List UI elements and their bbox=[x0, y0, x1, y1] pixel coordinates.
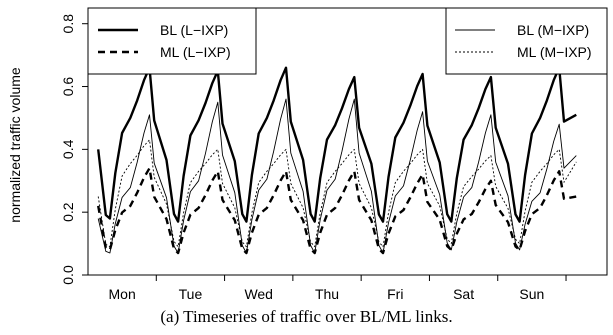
series-line bbox=[97, 66, 577, 223]
x-tick-label: Tue bbox=[179, 286, 203, 300]
legend-left: BL (L−IXP) ML (L−IXP) bbox=[87, 7, 257, 75]
y-axis-label: normalized traffic volume bbox=[7, 67, 23, 223]
x-tick-label: Fri bbox=[387, 286, 403, 300]
y-tick-label: 0.8 bbox=[60, 14, 76, 34]
series-line bbox=[97, 98, 577, 254]
y-tick-label: 0.0 bbox=[60, 265, 76, 285]
y-tick-label: 0.6 bbox=[60, 77, 76, 97]
x-tick-label: Thu bbox=[315, 286, 339, 300]
series-line bbox=[97, 167, 577, 255]
x-tick-label: Sat bbox=[453, 286, 474, 300]
series-layer bbox=[97, 66, 577, 255]
x-tick-label: Mon bbox=[109, 286, 136, 300]
x-axis: Mon Tue Wed Thu Fri Sat Sun bbox=[109, 274, 567, 300]
traffic-timeseries-chart: 0.0 0.2 0.4 0.6 0.8 Mon Tue Wed Thu Fri Sat Sun no… bbox=[7, 7, 608, 300]
legend-label: BL (L−IXP) bbox=[160, 22, 228, 38]
legend-label: ML (L−IXP) bbox=[160, 44, 231, 60]
figure-caption: (a) Timeseries of traffic over BL/ML lin… bbox=[160, 307, 453, 326]
series-line bbox=[97, 139, 577, 248]
y-axis: 0.0 0.2 0.4 0.6 0.8 bbox=[60, 14, 89, 285]
y-tick-label: 0.4 bbox=[60, 139, 76, 159]
legend-box bbox=[87, 7, 257, 75]
y-tick-label: 0.2 bbox=[60, 202, 76, 222]
x-tick-label: Sun bbox=[519, 286, 544, 300]
x-tick-label: Wed bbox=[244, 286, 273, 300]
legend-label: BL (M−IXP) bbox=[517, 22, 589, 38]
legend-right: BL (M−IXP) ML (M−IXP) bbox=[445, 7, 608, 75]
legend-box bbox=[445, 7, 608, 75]
legend-label: ML (M−IXP) bbox=[517, 44, 592, 60]
